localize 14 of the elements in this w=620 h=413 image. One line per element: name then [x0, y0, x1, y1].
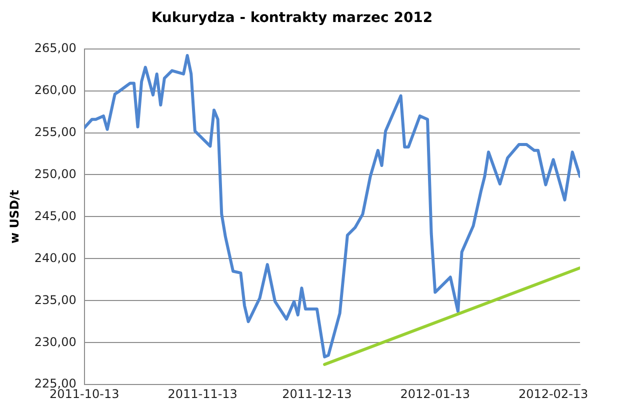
y-tick-label: 235,00: [34, 292, 76, 307]
x-tick-label: 2012-01-13: [400, 386, 470, 401]
y-tick-label: 255,00: [34, 124, 76, 139]
y-tick-label: 260,00: [34, 82, 76, 97]
x-tick-label: 2011-12-13: [282, 386, 352, 401]
y-axis-title: w USD/t: [7, 190, 22, 244]
y-tick-label: 250,00: [34, 166, 76, 181]
y-tick-label: 245,00: [34, 208, 76, 223]
x-tick-label: 2012-02-13: [518, 386, 588, 401]
x-tick-label: 2011-11-13: [168, 386, 238, 401]
y-tick-label: 240,00: [34, 250, 76, 265]
chart-title: Kukurydza - kontrakty marzec 2012: [151, 10, 433, 26]
y-tick-label: 230,00: [34, 334, 76, 349]
y-tick-label: 265,00: [34, 40, 76, 55]
